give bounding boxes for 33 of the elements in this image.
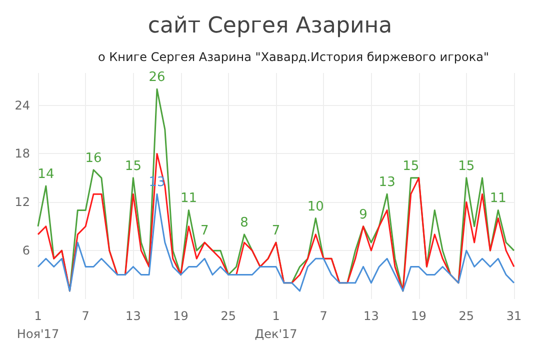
- x-tick-label: 1 Дек'17: [254, 309, 298, 341]
- x-tick-label: 19: [411, 309, 426, 323]
- x-tick-label: 19: [173, 309, 188, 323]
- data-label: 9: [359, 207, 368, 222]
- y-tick-label: 18: [14, 146, 30, 161]
- x-tick-label: 1 Ноя'17: [16, 309, 60, 341]
- data-label: 7: [200, 224, 209, 238]
- x-tick-label: 25: [458, 309, 474, 323]
- data-label: 14: [38, 167, 54, 182]
- y-tick-label: 24: [14, 98, 30, 112]
- x-tick-label: 7: [82, 309, 90, 323]
- data-label: 15: [402, 158, 420, 174]
- data-label: 11: [490, 191, 506, 206]
- data-label: 26: [148, 70, 166, 86]
- data-label: 16: [85, 150, 102, 166]
- data-label: 15: [458, 158, 475, 174]
- data-label: 11: [180, 191, 198, 206]
- line-series: [37, 193, 515, 292]
- chart-subtitle: о Книге Сергея Азарина "Хавард.История биржевого игрока": [98, 50, 489, 64]
- data-label: 13: [378, 175, 396, 190]
- x-tick-label: 7: [320, 309, 328, 323]
- data-label: 8: [240, 215, 248, 230]
- data-label: 10: [307, 199, 324, 214]
- y-tick-label: 6: [22, 244, 30, 258]
- data-label: 15: [124, 158, 142, 174]
- x-tick-label: 13: [126, 309, 141, 323]
- x-tick-label: 13: [364, 309, 379, 323]
- y-tick-label: 12: [14, 195, 30, 210]
- line-series: [37, 152, 515, 292]
- chart-title: сайт Сергея Азарина: [148, 14, 392, 38]
- x-tick-label: 25: [220, 309, 236, 323]
- data-label: 7: [272, 224, 280, 238]
- x-tick-label: 31: [506, 309, 522, 323]
